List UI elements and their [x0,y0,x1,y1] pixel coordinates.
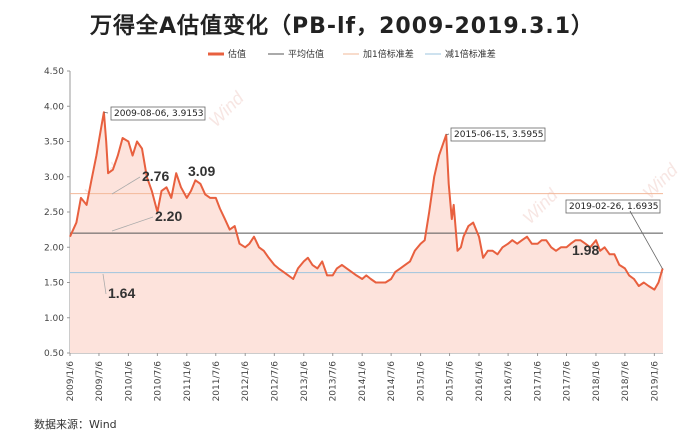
x-tick-label: 2011/1/6 [183,361,193,402]
legend-label: 加1倍标准差 [363,48,414,60]
x-tick-label: 2014/1/6 [358,361,368,402]
watermark-wm-4: Wind [519,184,563,228]
reference-label-leader [102,273,107,295]
annotation-label: 3.09 [188,163,215,179]
x-tick-label: 2016/7/6 [504,361,514,402]
annotation-leader [629,210,663,270]
x-tick-label: 2015/7/6 [446,361,456,402]
y-tick-label: 1.50 [44,279,64,289]
x-tick-label: 2009/1/6 [66,361,76,402]
valuation-line [69,111,664,291]
x-tick-label: 2009/7/6 [95,361,105,402]
y-tick-label: 2.00 [44,243,64,253]
x-tick-label: 2015/1/6 [417,361,427,402]
reference-value-label: 2.20 [155,208,182,224]
annotation-label: 2015-06-15, 3.5955 [454,130,544,140]
x-tick-label: 2011/7/6 [212,361,222,402]
y-tick-label: 1.00 [44,314,64,324]
y-tick-label: 4.50 [44,67,64,77]
x-tick-label: 2010/7/6 [153,361,163,402]
annotation-leader [446,133,450,136]
valuation-area [70,112,663,353]
x-tick-label: 2013/1/6 [300,361,310,402]
x-tick-label: 2019/1/6 [650,361,660,402]
reference-value-label: 2.76 [142,168,169,184]
x-tick-label: 2014/7/6 [387,361,397,402]
x-tick-label: 2012/1/6 [241,361,251,402]
reference-label-leader [111,176,141,195]
legend-label: 估值 [228,48,246,60]
reference-label-leader [111,216,154,232]
annotation-box [450,127,546,142]
x-tick-label: 2017/1/6 [534,361,544,402]
annotation-label: 2009-08-06, 3.9153 [114,109,204,119]
watermark-wm-2: Wind [205,87,249,131]
watermark-wm-5: Wind [639,159,683,203]
x-tick-label: 2016/1/6 [475,361,485,402]
annotation-box [110,106,206,121]
x-tick-label: 2017/7/6 [563,361,573,402]
x-tick-label: 2010/1/6 [124,361,134,402]
chart-title: 万得全A估值变化（PB-lf，2009-2019.3.1） [89,14,595,39]
y-tick-label: 3.50 [44,138,64,148]
legend-label: 平均估值 [288,48,324,60]
annotation-label: 1.98 [572,242,599,258]
y-tick-label: 0.50 [44,349,64,359]
annotation-label: 2019-02-26, 1.6935 [569,202,659,212]
legend-label: 减1倍标准差 [445,48,496,60]
y-tick-label: 3.00 [44,173,64,183]
reference-value-label: 1.64 [108,285,135,301]
annotation-leader [103,111,109,114]
x-tick-label: 2013/7/6 [329,361,339,402]
source-note: 数据来源：Wind [34,418,117,431]
x-tick-label: 2012/7/6 [270,361,280,402]
x-tick-label: 2018/7/6 [621,361,631,402]
x-tick-label: 2018/1/6 [592,361,602,402]
y-tick-label: 4.00 [44,102,64,112]
annotation-box [565,199,661,214]
y-tick-label: 2.50 [44,208,64,218]
